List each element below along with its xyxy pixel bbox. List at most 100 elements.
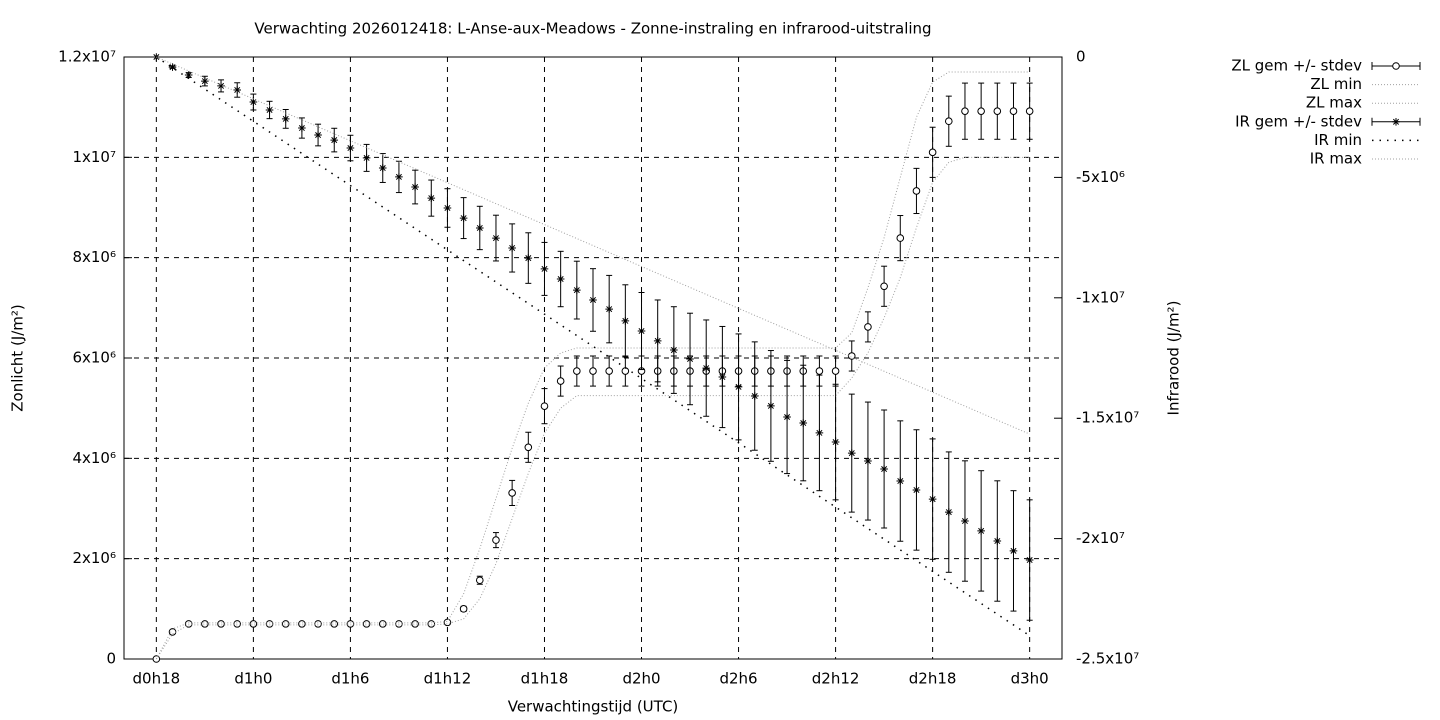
- marker: [524, 254, 533, 262]
- marker: [589, 367, 597, 375]
- y-tick-label: 8x10⁶: [72, 248, 116, 266]
- marker: [637, 327, 646, 335]
- line: [156, 56, 1030, 435]
- marker: [443, 204, 452, 212]
- marker: [847, 352, 856, 360]
- marker: [767, 402, 775, 410]
- marker: [944, 117, 953, 126]
- marker: [799, 419, 808, 427]
- legend-label: IR gem +/- stdev: [1235, 112, 1362, 130]
- marker: [152, 53, 161, 61]
- marker: [556, 377, 565, 385]
- marker: [621, 367, 630, 375]
- marker: [993, 537, 1002, 545]
- marker: [233, 86, 242, 94]
- marker: [1009, 107, 1018, 115]
- x-tick-label: d2h12: [812, 670, 860, 688]
- marker: [249, 98, 258, 106]
- y-tick-label: 1.2x10⁷: [58, 48, 116, 66]
- marker: [508, 489, 516, 497]
- marker: [492, 234, 500, 242]
- marker: [281, 620, 290, 628]
- marker: [281, 115, 290, 123]
- marker: [734, 383, 743, 391]
- x-tick-label: d2h0: [622, 670, 660, 688]
- marker: [184, 71, 193, 79]
- marker: [621, 317, 630, 325]
- y-axis-label: Zonlicht (J/m²): [9, 304, 27, 412]
- marker: [573, 286, 581, 294]
- marker: [686, 355, 694, 363]
- marker: [880, 282, 888, 291]
- marker: [411, 620, 419, 628]
- marker: [605, 305, 613, 313]
- marker: [556, 275, 565, 283]
- marker: [1392, 62, 1400, 70]
- y-tick-label: 0: [106, 650, 116, 668]
- x-tick-label: d1h6: [331, 670, 369, 688]
- marker: [492, 536, 500, 544]
- x-tick-label: d1h12: [424, 670, 472, 688]
- marker: [589, 296, 597, 304]
- legend-label: ZL min: [1310, 75, 1362, 93]
- marker: [362, 620, 371, 628]
- marker: [928, 148, 937, 157]
- marker: [815, 429, 824, 437]
- marker: [184, 620, 193, 628]
- marker: [378, 164, 387, 172]
- marker: [233, 620, 242, 628]
- marker: [783, 413, 791, 421]
- marker: [993, 107, 1002, 115]
- marker: [815, 367, 824, 375]
- y2-tick-label: 0: [1076, 48, 1086, 66]
- marker: [896, 234, 905, 242]
- marker: [653, 337, 662, 345]
- marker: [977, 527, 985, 535]
- x-tick-label: d0h18: [133, 670, 181, 688]
- marker: [540, 402, 549, 410]
- x-tick-label: d3h0: [1011, 670, 1049, 688]
- marker: [168, 63, 177, 71]
- marker: [362, 154, 371, 162]
- marker: [330, 136, 339, 144]
- marker: [475, 576, 484, 585]
- y-tick-label: 6x10⁶: [72, 349, 116, 367]
- x-tick-label: d2h6: [719, 670, 757, 688]
- marker: [265, 620, 274, 628]
- y2-tick-label: -1x10⁷: [1076, 288, 1125, 306]
- legend-label: IR max: [1310, 150, 1362, 168]
- marker: [928, 495, 937, 503]
- marker: [411, 183, 419, 191]
- y-tick-label: 1x10⁷: [72, 148, 116, 166]
- marker: [605, 367, 613, 375]
- marker: [475, 224, 484, 232]
- marker: [670, 346, 678, 354]
- marker: [395, 620, 403, 628]
- marker: [459, 605, 468, 613]
- marker: [1009, 547, 1018, 555]
- marker: [298, 124, 306, 132]
- marker: [217, 82, 225, 90]
- marker: [443, 618, 452, 627]
- marker: [573, 367, 581, 375]
- marker: [265, 106, 274, 114]
- chart-title: Verwachting 2026012418: L-Anse-aux-Meado…: [254, 20, 931, 38]
- plot-border: [123, 56, 1063, 660]
- marker: [702, 364, 711, 372]
- marker: [1392, 118, 1400, 126]
- marker: [831, 438, 840, 446]
- marker: [249, 620, 258, 628]
- marker: [201, 77, 209, 85]
- x-tick-label: d1h0: [234, 670, 272, 688]
- marker: [217, 620, 225, 628]
- marker: [912, 187, 921, 195]
- x-axis-label: Verwachtingstijd (UTC): [508, 698, 679, 716]
- y-tick-label: 2x10⁶: [72, 549, 116, 567]
- marker: [750, 392, 759, 400]
- marker: [540, 265, 549, 273]
- marker: [961, 517, 969, 525]
- marker: [378, 620, 387, 628]
- legend-label: ZL max: [1306, 94, 1362, 112]
- legend-label: IR min: [1314, 131, 1362, 149]
